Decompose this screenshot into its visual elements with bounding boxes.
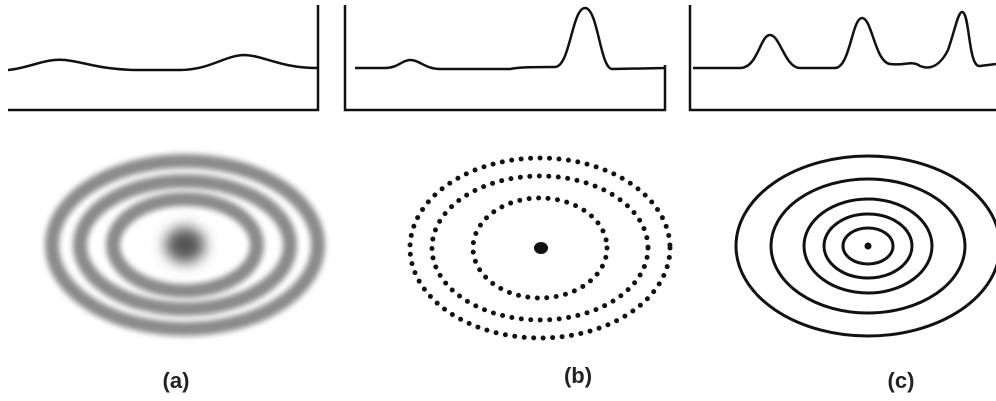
- orbit-model: [736, 156, 996, 336]
- spectrum-a: [8, 5, 318, 110]
- dotted-model: [410, 158, 670, 338]
- panel-label: (a): [163, 368, 190, 393]
- diagram: (a) (b) (c): [0, 0, 996, 401]
- curve: [355, 8, 665, 69]
- spectrum-b: [345, 5, 665, 110]
- curve: [8, 55, 318, 70]
- nucleus: [165, 227, 205, 263]
- curve: [693, 12, 996, 68]
- axes: [690, 5, 996, 110]
- axes: [8, 5, 318, 110]
- panel-label: (c): [888, 368, 915, 393]
- nucleus: [865, 243, 872, 250]
- page: (a) (b) (c) (() => { const data = JSON.p…: [0, 0, 996, 401]
- spectrum-c: [690, 5, 996, 110]
- cloud-model: [52, 161, 318, 329]
- panel-label: (b): [564, 363, 592, 388]
- nucleus: [534, 242, 548, 254]
- axes: [345, 5, 665, 110]
